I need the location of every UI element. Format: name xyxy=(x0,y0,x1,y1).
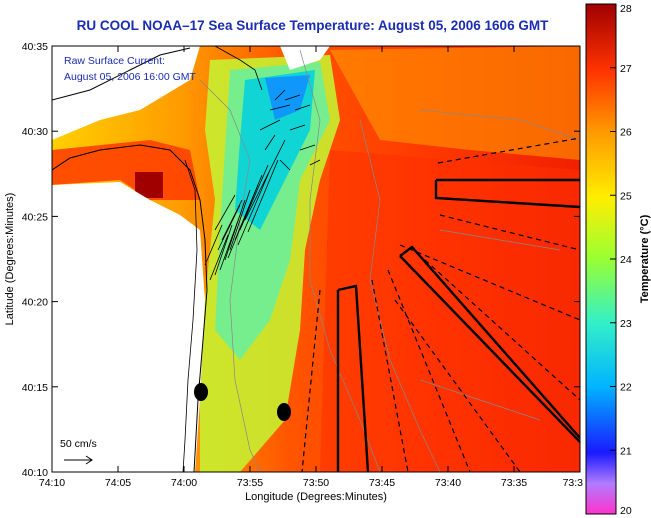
y-tick-label: 40:30 xyxy=(22,126,48,138)
x-tick-label: 74:00 xyxy=(171,477,197,489)
x-tick-label: 73:50 xyxy=(303,477,329,489)
colorbar-tick-label: 21 xyxy=(620,445,632,457)
y-axis-ticks: 40:35 40:30 40:25 40:20 40:15 40:10 xyxy=(22,41,580,479)
x-tick-label: 73:35 xyxy=(501,477,527,489)
colorbar-tick-label: 27 xyxy=(620,63,632,75)
colorbar-label: Temperature (°C) xyxy=(639,214,651,303)
scale-label: 50 cm/s xyxy=(60,438,97,450)
y-tick-label: 40:35 xyxy=(22,41,48,53)
colorbar-ticks: 28 27 26 25 24 23 22 21 20 xyxy=(610,3,632,517)
station-marker xyxy=(194,383,208,401)
plot-area xyxy=(52,46,580,472)
y-axis-label: Latitude (Degrees:Minutes) xyxy=(4,193,16,326)
current-legend-line2: August 05, 2006 16:00 GMT xyxy=(64,71,197,83)
current-vectors xyxy=(204,89,321,281)
colorbar-tick-label: 28 xyxy=(620,3,632,15)
x-tick-label: 74:10 xyxy=(39,477,65,489)
x-tick-label: 73:40 xyxy=(435,477,461,489)
x-tick-label: 73:3 xyxy=(563,477,584,489)
scale-arrow xyxy=(64,455,93,465)
x-axis-label: Longitude (Degrees:Minutes) xyxy=(245,491,387,503)
y-tick-label: 40:10 xyxy=(22,467,48,479)
map-title: RU COOL NOAA–17 Sea Surface Temperature:… xyxy=(76,18,549,33)
colorbar-tick-label: 26 xyxy=(620,127,632,139)
y-tick-label: 40:20 xyxy=(22,297,48,309)
current-legend-line1: Raw Surface Current: xyxy=(64,55,165,67)
colorbar-tick-label: 23 xyxy=(620,318,632,330)
sampling-boxes xyxy=(336,178,580,472)
colorbar-tick-label: 20 xyxy=(620,505,632,517)
colorbar-tick-label: 22 xyxy=(620,382,632,394)
x-tick-label: 73:45 xyxy=(369,477,395,489)
y-tick-label: 40:25 xyxy=(22,211,48,223)
x-tick-label: 73:55 xyxy=(237,477,263,489)
station-marker xyxy=(277,403,291,421)
x-axis-ticks: 74:10 74:05 74:00 73:55 73:50 73:45 73:40 73:35… xyxy=(39,46,583,489)
x-tick-label: 74:05 xyxy=(105,477,131,489)
colorbar-tick-label: 25 xyxy=(620,190,632,202)
y-tick-label: 40:15 xyxy=(22,382,48,394)
colorbar-tick-label: 24 xyxy=(620,254,632,266)
transect-lines xyxy=(301,137,580,472)
